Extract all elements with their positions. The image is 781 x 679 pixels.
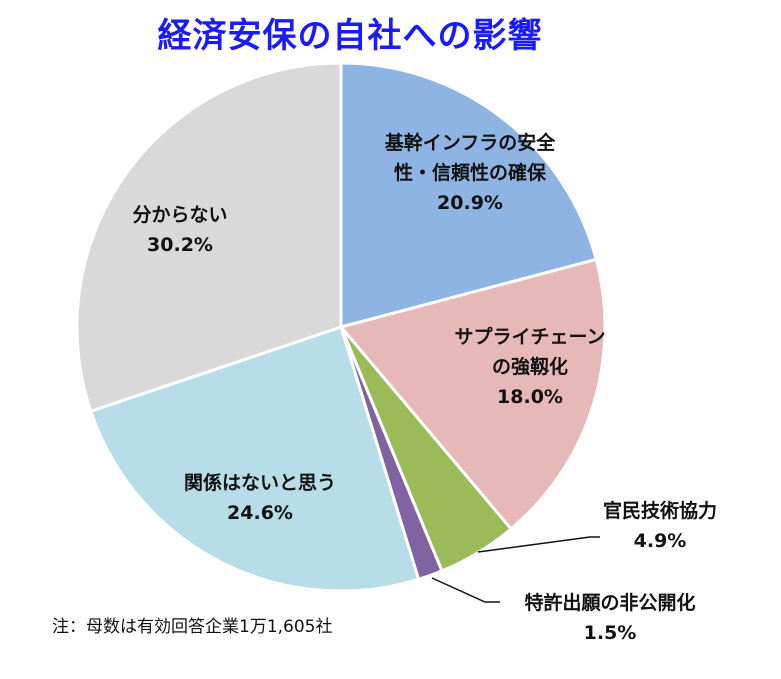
label-text: の強靱化 [491,356,568,378]
pie-slice [75,61,343,414]
pie-slice [339,61,599,329]
slice-label-wakaranai: 分からない 30.2% [110,200,250,260]
leader-line-kanmin [477,536,600,553]
slice-label-infra: 基幹インフラの安全 性・信頼性の確保 20.9% [360,128,580,218]
label-value: 30.2% [147,234,213,256]
label-text: 官民技術協力 [602,500,717,522]
slice-label-kankei: 関係はないと思う 24.6% [160,468,360,528]
label-value: 24.6% [227,502,293,524]
label-value: 4.9% [633,530,687,552]
chart-title: 経済安保の自社への影響 [157,16,543,56]
slice-label-supply: サプライチェーン の強靱化 18.0% [440,322,620,412]
label-text: 分からない [132,204,228,226]
label-value: 18.0% [497,386,563,408]
label-text: 性・信頼性の確保 [393,162,546,184]
label-text: 特許出願の非公開化 [524,592,696,614]
label-value: 20.9% [437,192,503,214]
pie-slices [75,61,607,593]
slice-label-kanmin: 官民技術協力 4.9% [590,496,730,556]
leader-line-patent [431,577,500,603]
label-text: 関係はないと思う [183,472,336,494]
label-text: サプライチェーン [454,326,606,348]
pie-slice [338,257,607,532]
footnote: 注：母数は有効回答企業1万1,605社 [52,617,333,637]
label-text: 基幹インフラの安全 [384,132,556,154]
pie-slice [88,325,421,593]
label-value: 1.5% [583,622,637,644]
slice-label-patent: 特許出願の非公開化 1.5% [500,588,720,648]
